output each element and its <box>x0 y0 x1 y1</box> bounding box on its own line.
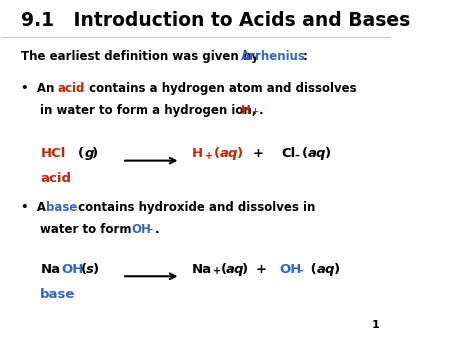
Text: +: + <box>213 266 221 276</box>
Text: •  A: • A <box>21 201 50 214</box>
Text: OH: OH <box>131 223 151 236</box>
Text: aq: aq <box>317 263 335 276</box>
Text: ): ) <box>92 147 98 160</box>
Text: –: – <box>298 266 303 276</box>
Text: (: ( <box>220 263 227 276</box>
Text: OH: OH <box>280 263 302 276</box>
Text: +: + <box>205 150 213 161</box>
Text: g: g <box>84 147 94 160</box>
Text: H: H <box>192 147 203 160</box>
Text: .: . <box>259 104 264 117</box>
Text: ): ) <box>243 263 248 276</box>
Text: HCl: HCl <box>40 147 66 160</box>
Text: +: + <box>251 107 258 116</box>
Text: –: – <box>295 150 300 161</box>
Text: 9.1   Introduction to Acids and Bases: 9.1 Introduction to Acids and Bases <box>21 11 410 30</box>
Text: base: base <box>46 201 77 214</box>
Text: ): ) <box>237 147 243 160</box>
Text: s: s <box>86 263 94 276</box>
Text: (: ( <box>306 263 316 276</box>
Text: aq: aq <box>308 147 327 160</box>
Text: •  An: • An <box>21 82 58 95</box>
Text: (: ( <box>302 147 308 160</box>
Text: acid: acid <box>58 82 85 95</box>
Text: ): ) <box>325 147 331 160</box>
Text: water to form: water to form <box>40 223 136 236</box>
Text: contains a hydrogen atom and dissolves: contains a hydrogen atom and dissolves <box>85 82 357 95</box>
Text: aq: aq <box>220 147 238 160</box>
Text: OH: OH <box>62 263 84 276</box>
Text: (: ( <box>81 263 87 276</box>
Text: (: ( <box>78 147 84 160</box>
Text: contains hydroxide and dissolves in: contains hydroxide and dissolves in <box>74 201 315 214</box>
Text: H: H <box>241 104 251 117</box>
Text: .: . <box>155 223 160 236</box>
Text: base: base <box>40 288 76 301</box>
Text: :: : <box>303 50 308 63</box>
Text: acid: acid <box>40 172 71 185</box>
Text: The earliest definition was given by: The earliest definition was given by <box>21 50 263 63</box>
Text: Cl: Cl <box>282 147 296 160</box>
Text: in water to form a hydrogen ion,: in water to form a hydrogen ion, <box>40 104 261 117</box>
Text: –: – <box>148 226 153 235</box>
Text: Arrhenius: Arrhenius <box>241 50 306 63</box>
Text: Na: Na <box>40 263 60 276</box>
Text: aq: aq <box>226 263 244 276</box>
Text: +: + <box>256 263 266 276</box>
Text: +: + <box>252 147 264 160</box>
Text: ): ) <box>333 263 340 276</box>
Text: ): ) <box>93 263 99 276</box>
Text: (: ( <box>214 147 220 160</box>
Text: 1: 1 <box>371 320 379 330</box>
Text: Na: Na <box>192 263 212 276</box>
